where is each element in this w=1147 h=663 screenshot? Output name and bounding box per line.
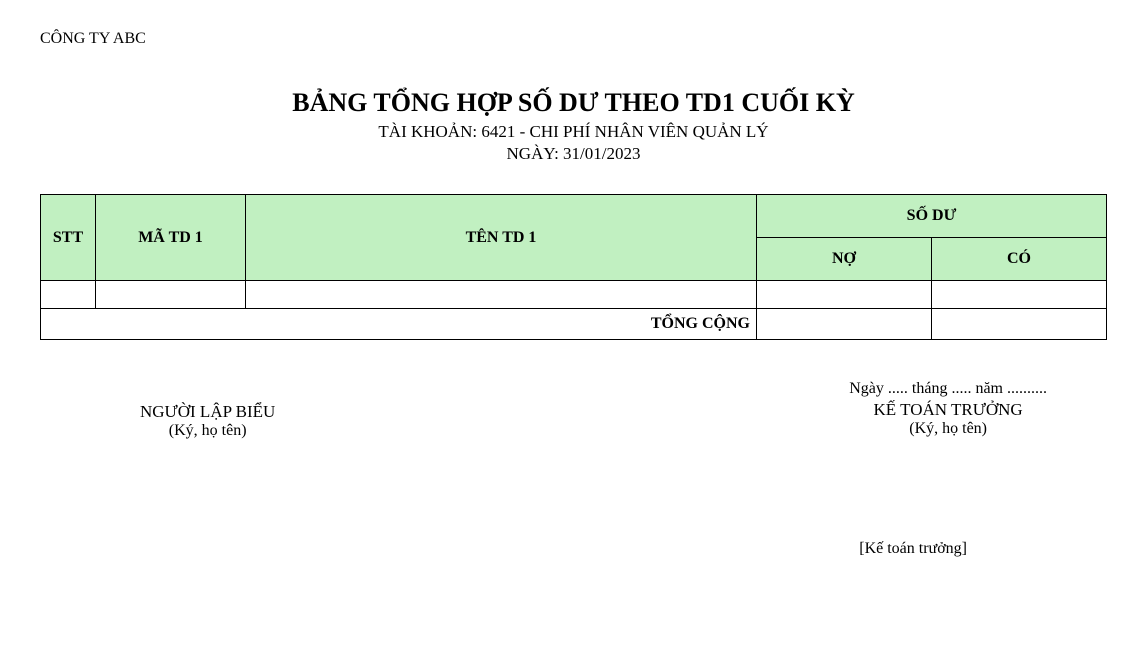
col-header-co: CÓ (932, 238, 1107, 281)
col-header-ten: TÊN TD 1 (246, 195, 757, 281)
cell-stt (41, 281, 96, 309)
balance-table: STT MÃ TD 1 TÊN TD 1 SỐ DƯ NỢ CÓ TỔNG CỘ… (40, 194, 1107, 340)
table-total-row: TỔNG CỘNG (41, 309, 1107, 340)
col-header-sodu: SỐ DƯ (757, 195, 1107, 238)
signature-right-note: (Ký, họ tên) (849, 420, 1047, 438)
signature-block: NGƯỜI LẬP BIỂU (Ký, họ tên) Ngày ..... t… (40, 380, 1107, 440)
account-line: TÀI KHOẢN: 6421 - CHI PHÍ NHÂN VIÊN QUẢN… (40, 122, 1107, 142)
col-header-no: NỢ (757, 238, 932, 281)
cell-ten (246, 281, 757, 309)
total-no (757, 309, 932, 340)
company-name: CÔNG TY ABC (40, 30, 1107, 48)
signature-left-note: (Ký, họ tên) (140, 422, 275, 440)
signature-left: NGƯỜI LẬP BIỂU (Ký, họ tên) (140, 402, 275, 440)
report-title: BẢNG TỔNG HỢP SỐ DƯ THEO TD1 CUỐI KỲ (40, 88, 1107, 118)
cell-no (757, 281, 932, 309)
col-header-stt: STT (41, 195, 96, 281)
col-header-ma: MÃ TD 1 (96, 195, 246, 281)
table-row (41, 281, 1107, 309)
signature-right-role: KẾ TOÁN TRƯỞNG (849, 400, 1047, 420)
signature-right: Ngày ..... tháng ..... năm .......... KẾ… (849, 380, 1047, 440)
cell-co (932, 281, 1107, 309)
cell-ma (96, 281, 246, 309)
total-label: TỔNG CỘNG (41, 309, 757, 340)
accountant-stamp: [Kế toán trưởng] (40, 540, 1107, 558)
date-line: NGÀY: 31/01/2023 (40, 144, 1107, 164)
signature-left-role: NGƯỜI LẬP BIỂU (140, 402, 275, 422)
report-header: BẢNG TỔNG HỢP SỐ DƯ THEO TD1 CUỐI KỲ TÀI… (40, 88, 1107, 164)
signature-date: Ngày ..... tháng ..... năm .......... (849, 380, 1047, 398)
total-co (932, 309, 1107, 340)
